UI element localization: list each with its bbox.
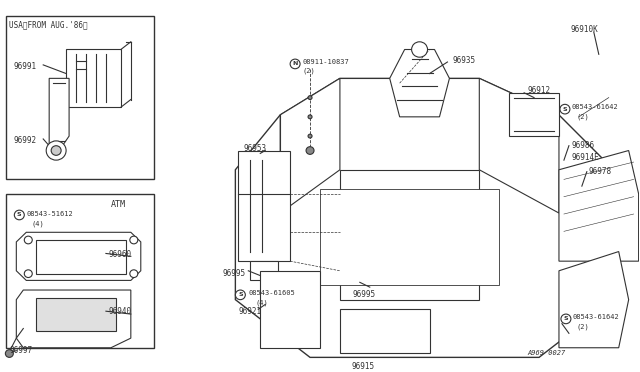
Bar [6,16,154,179]
Bar [6,194,154,348]
Text: 96940: 96940 [109,307,132,316]
Text: 96912: 96912 [527,86,550,95]
Polygon shape [320,189,499,285]
Text: (4): (4) [255,300,268,306]
Polygon shape [66,49,121,107]
Text: 96997: 96997 [10,346,33,355]
Circle shape [24,270,32,278]
Text: 96914E: 96914E [572,153,600,163]
Text: 96991: 96991 [13,62,36,71]
Text: 08543-61642: 08543-61642 [573,314,620,320]
Circle shape [236,290,245,300]
Text: 08543-51612: 08543-51612 [26,211,73,217]
Text: 96995: 96995 [353,290,376,299]
Text: (2): (2) [302,68,315,74]
Polygon shape [340,309,429,353]
Text: (4): (4) [31,221,44,227]
Circle shape [560,104,570,114]
Text: 08543-61642: 08543-61642 [572,104,619,110]
Polygon shape [340,170,479,300]
Text: (2): (2) [577,324,589,330]
Polygon shape [250,261,278,280]
Text: 96910K: 96910K [571,25,598,35]
Text: 96960: 96960 [109,250,132,259]
Polygon shape [238,151,290,261]
Circle shape [306,147,314,154]
Text: USA〈FROM AUG.'86〉: USA〈FROM AUG.'86〉 [10,20,88,30]
Circle shape [561,314,571,324]
Circle shape [308,96,312,100]
Circle shape [51,146,61,155]
Polygon shape [49,78,69,151]
Text: S: S [17,212,22,218]
Polygon shape [509,93,559,136]
Text: 96995: 96995 [223,269,246,278]
Polygon shape [17,232,141,280]
Bar [36,298,116,331]
Circle shape [46,141,66,160]
Circle shape [5,350,13,357]
Circle shape [24,236,32,244]
Circle shape [412,42,428,57]
Polygon shape [236,78,614,357]
Polygon shape [559,151,639,261]
Text: N: N [292,61,298,67]
Text: 96935: 96935 [452,56,476,65]
Circle shape [308,115,312,119]
Polygon shape [390,49,449,117]
Text: (2): (2) [577,114,589,121]
Circle shape [130,236,138,244]
Text: 96978: 96978 [589,167,612,176]
Text: ATM: ATM [111,200,126,209]
Text: 08543-61605: 08543-61605 [248,290,295,296]
Text: 96992: 96992 [13,136,36,145]
Circle shape [308,134,312,138]
Polygon shape [260,271,320,348]
Polygon shape [479,78,559,213]
Text: 96986: 96986 [572,141,595,150]
Polygon shape [280,78,340,213]
Circle shape [290,59,300,69]
Polygon shape [559,251,628,348]
Circle shape [14,210,24,220]
Text: 08911-10837: 08911-10837 [302,59,349,65]
Bar [36,240,126,274]
Ellipse shape [365,323,404,338]
Text: 96915: 96915 [352,362,375,371]
Circle shape [130,270,138,278]
Polygon shape [17,290,131,348]
Text: A969 0027: A969 0027 [527,350,565,356]
Text: 96953: 96953 [243,144,266,153]
Text: S: S [564,317,568,321]
Text: 96921: 96921 [238,307,262,316]
Text: S: S [563,107,567,112]
Text: S: S [238,292,243,297]
